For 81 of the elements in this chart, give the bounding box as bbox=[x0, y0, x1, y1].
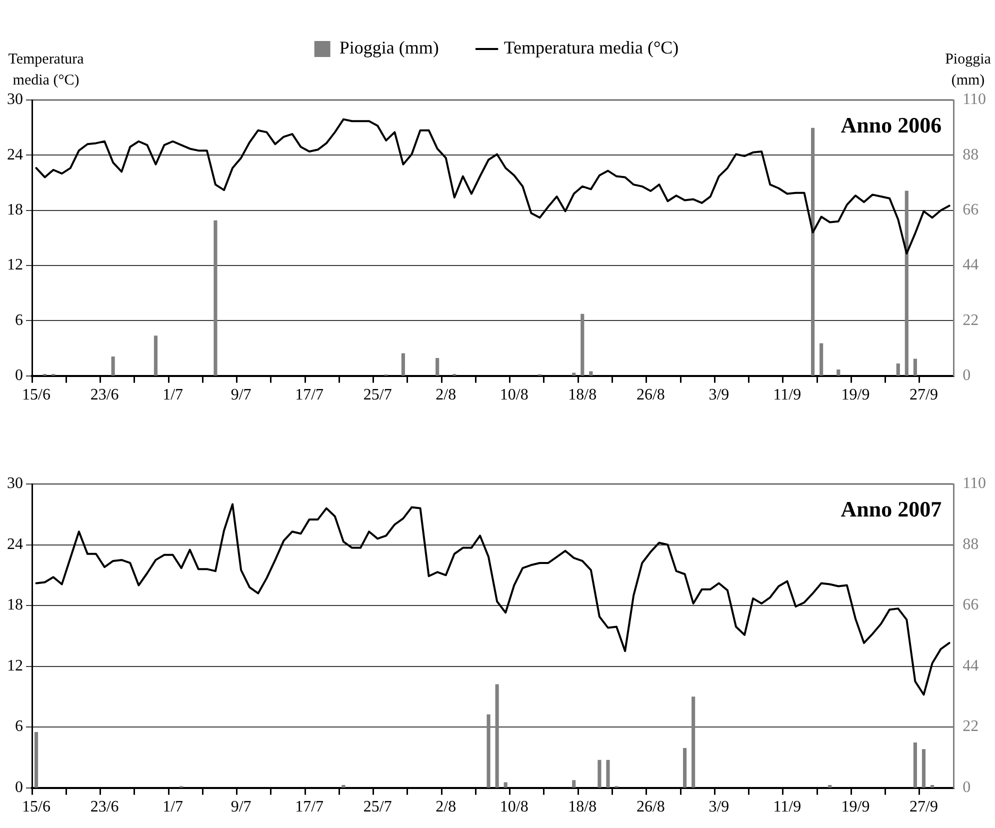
x-tick-label: 18/8 bbox=[568, 798, 597, 816]
x-tick-label: 19/9 bbox=[841, 386, 870, 404]
x-tick-label: 15/6 bbox=[22, 386, 50, 404]
x-tick-label: 15/6 bbox=[22, 798, 50, 816]
y2-tick-label: 110 bbox=[962, 475, 986, 492]
x-tick-label: 19/9 bbox=[841, 798, 870, 816]
y2-tick-label: 66 bbox=[962, 596, 979, 614]
x-tick-label: 27/9 bbox=[910, 798, 938, 816]
x-tick-label: 3/9 bbox=[708, 798, 730, 816]
y2-tick-label: 0 bbox=[962, 779, 971, 796]
bar bbox=[436, 358, 440, 376]
bar bbox=[401, 353, 405, 376]
legend-label: Temperatura media (°C) bbox=[504, 38, 679, 58]
y2-tick-label: 0 bbox=[962, 367, 971, 384]
x-tick-label: 9/7 bbox=[230, 798, 252, 816]
x-tick-label: 10/8 bbox=[500, 798, 528, 816]
x-tick-label: 17/7 bbox=[295, 798, 324, 816]
y2-tick-label: 44 bbox=[962, 657, 979, 674]
x-tick-label: 11/9 bbox=[773, 798, 802, 816]
x-tick-label: 10/8 bbox=[500, 386, 528, 404]
bar bbox=[606, 760, 610, 788]
bar bbox=[214, 220, 218, 376]
y-tick-label: 6 bbox=[15, 718, 23, 736]
text: Anno 2006 bbox=[840, 112, 942, 138]
bar bbox=[904, 190, 908, 376]
y-axis-title: Temperatura media (°C) bbox=[8, 51, 84, 88]
y2-tick-label: 22 bbox=[962, 312, 979, 329]
bar bbox=[913, 358, 917, 376]
bar bbox=[572, 780, 576, 788]
bar bbox=[683, 748, 687, 788]
x-tick-label: 25/7 bbox=[363, 386, 392, 404]
y2-tick-label: 88 bbox=[962, 146, 979, 164]
x-tick-label: 1/7 bbox=[162, 798, 184, 816]
bar bbox=[598, 760, 602, 788]
bar bbox=[836, 370, 840, 376]
y-tick-label: 18 bbox=[7, 596, 23, 614]
y2-tick-label: 66 bbox=[962, 202, 979, 219]
y2-tick-label: 110 bbox=[962, 91, 986, 108]
y-tick-label: 18 bbox=[7, 202, 23, 219]
bar bbox=[692, 696, 696, 788]
y-tick-label: 30 bbox=[7, 475, 23, 492]
y-tick-label: 24 bbox=[7, 146, 23, 164]
x-tick-label: 2/8 bbox=[436, 798, 456, 816]
y-tick-label: 24 bbox=[7, 536, 23, 553]
x-tick-label: 26/8 bbox=[636, 386, 665, 404]
bar bbox=[486, 714, 490, 788]
bar bbox=[896, 364, 900, 376]
bar bbox=[34, 732, 38, 788]
bar bbox=[913, 742, 917, 788]
y2-tick-label: 22 bbox=[962, 718, 979, 736]
y-tick-label: 0 bbox=[15, 367, 23, 384]
y-tick-label: 30 bbox=[7, 91, 23, 108]
bar bbox=[820, 343, 824, 376]
x-tick-label: 11/9 bbox=[773, 386, 802, 404]
x-tick-label: 3/9 bbox=[708, 386, 730, 404]
x-tick-label: 18/8 bbox=[568, 386, 597, 404]
bar bbox=[580, 314, 584, 376]
x-tick-label: 9/7 bbox=[230, 386, 252, 404]
legend-label: Pioggia (mm) bbox=[339, 38, 439, 58]
x-tick-label: 2/8 bbox=[436, 386, 456, 404]
x-tick-label: 26/8 bbox=[636, 798, 665, 816]
bar bbox=[811, 128, 815, 376]
y-tick-label: 0 bbox=[15, 779, 23, 796]
y-tick-label: 6 bbox=[15, 312, 23, 329]
bar bbox=[154, 336, 158, 376]
x-tick-label: 23/6 bbox=[90, 798, 119, 816]
bar bbox=[922, 749, 926, 788]
bar bbox=[111, 356, 115, 376]
y2-tick-label: 44 bbox=[962, 256, 979, 274]
y-tick-label: 12 bbox=[7, 256, 23, 274]
x-tick-label: 17/7 bbox=[295, 386, 324, 404]
bar bbox=[495, 684, 499, 788]
text: Anno 2007 bbox=[840, 496, 942, 522]
x-tick-label: 23/6 bbox=[90, 386, 119, 404]
x-tick-label: 1/7 bbox=[162, 386, 184, 404]
bar bbox=[342, 785, 346, 788]
y2-tick-label: 88 bbox=[962, 536, 979, 553]
x-tick-label: 27/9 bbox=[910, 386, 938, 404]
y2-axis-title: Pioggia (mm) bbox=[945, 51, 992, 88]
y-tick-label: 12 bbox=[7, 657, 23, 674]
x-tick-label: 25/7 bbox=[363, 798, 392, 816]
